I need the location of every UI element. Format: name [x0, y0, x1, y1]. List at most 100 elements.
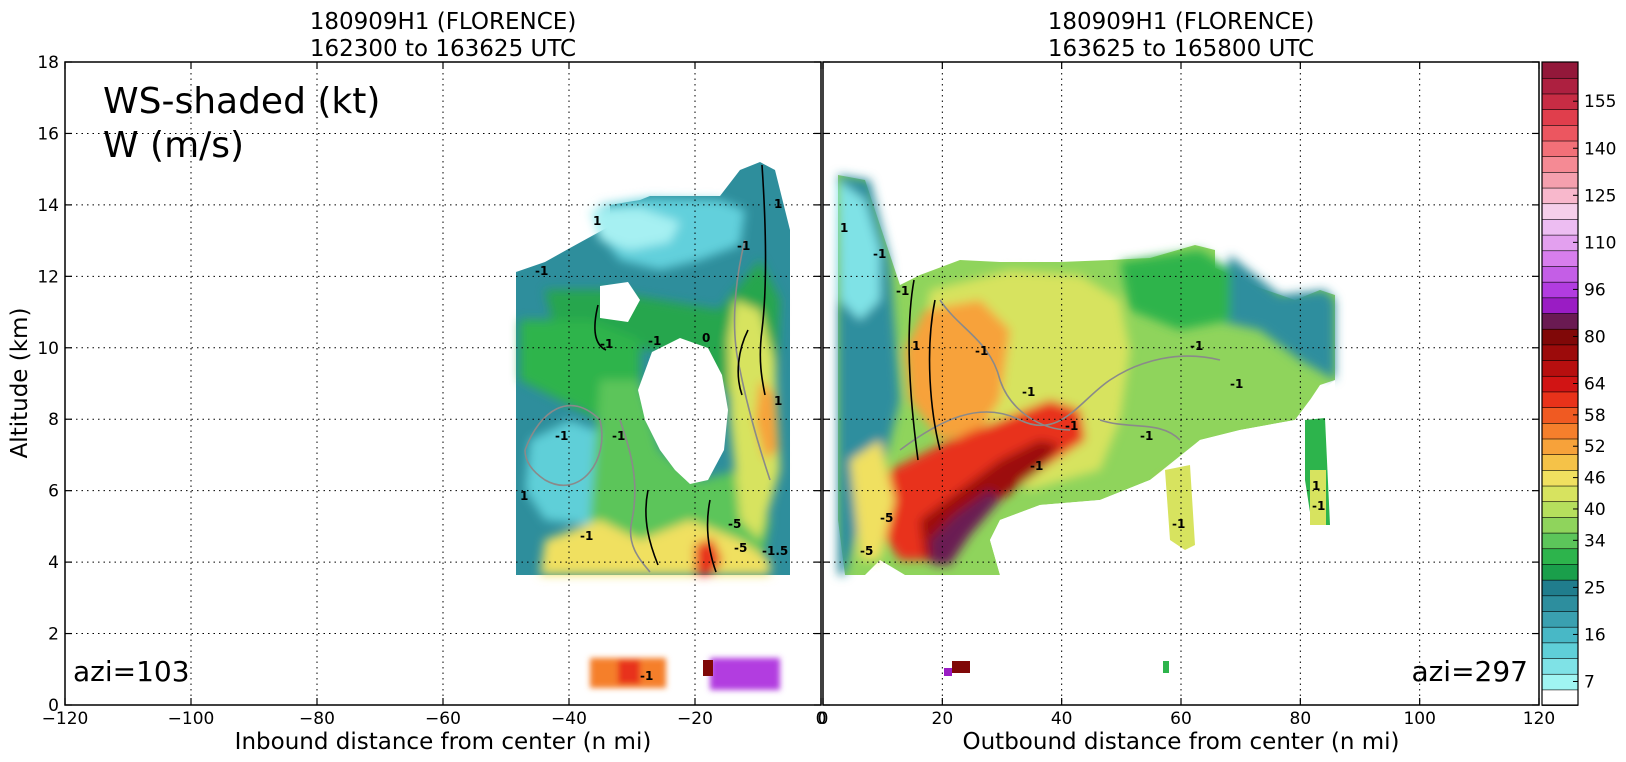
colorbar: 155 140 125 110 96 80 64 58 52 46 40 34 25 16 7: [1541, 61, 1616, 706]
right-x-tick-label: 120: [1523, 709, 1555, 729]
right-x-tick-label: 0: [818, 709, 829, 729]
left-contour-gray-1: [524, 404, 603, 487]
right-contour-label: -1: [1030, 459, 1043, 473]
left-contour-label: -1: [535, 264, 548, 278]
colorbar-tick-label: 58: [1584, 406, 1606, 426]
right-panel: 180909H1 (FLORENCE) 163625 to 165800 UTC: [818, 9, 1556, 755]
colorbar-swatch: [1541, 265, 1579, 283]
left-surface-red-core: [618, 660, 640, 684]
right-field-spike: [1165, 465, 1195, 550]
left-contour-label: -1.5: [762, 544, 788, 558]
colorbar-swatch: [1541, 108, 1579, 126]
left-contour-gray-3: [619, 419, 651, 573]
colorbar-swatch: [1541, 359, 1579, 377]
colorbar-swatch: [1541, 328, 1579, 346]
colorbar-swatch: [1541, 547, 1579, 565]
colorbar-tick-label: 155: [1584, 92, 1616, 112]
right-field-edge-strip-yellow: [1310, 470, 1326, 525]
left-contour-black-3: [737, 329, 749, 396]
colorbar-swatch: [1541, 77, 1579, 95]
colorbar-swatch: [1541, 93, 1579, 110]
left-field-yellow-right: [728, 300, 780, 540]
colorbar-tick-label: 140: [1584, 139, 1616, 159]
left-contour-black-1: [759, 164, 767, 396]
y-tick-label: 8: [48, 410, 59, 430]
left-field-green-lower: [590, 380, 770, 575]
left-contour-label: 1: [520, 489, 528, 503]
right-x-axis-label: Outbound distance from center (n mi): [963, 729, 1400, 755]
colorbar-swatch: [1541, 140, 1579, 157]
colorbar-swatch: [1541, 657, 1579, 675]
colorbar-swatch: [1541, 689, 1579, 706]
colorbar-swatch: [1541, 438, 1579, 455]
left-x-tick-label: 0: [816, 709, 827, 729]
left-contour-label: 1: [593, 214, 601, 228]
right-contour-black-2: [928, 299, 941, 451]
colorbar-swatch: [1541, 155, 1579, 173]
y-tick-label: 18: [37, 53, 59, 73]
colorbar-swatch: [1541, 516, 1579, 534]
right-field-yellow-left: [850, 440, 895, 560]
colorbar-swatch: [1541, 453, 1579, 471]
colorbar-swatch: [1541, 202, 1579, 220]
right-contour-label: -1: [1312, 499, 1325, 513]
left-surface-darkred-edge: [703, 660, 713, 676]
colorbar-tick-label: 40: [1584, 500, 1606, 520]
colorbar-swatch: [1541, 469, 1579, 487]
colorbar-swatch: [1541, 579, 1579, 597]
right-surface-purple-block: [944, 668, 952, 676]
right-x-tick-label: 80: [1290, 709, 1312, 729]
right-contour-label: -1: [1065, 419, 1078, 433]
left-azimuth-label: azi=103: [73, 655, 190, 688]
colorbar-tick-label: 16: [1584, 625, 1606, 645]
right-contour-gray-2: [939, 299, 1071, 431]
right-contour-label: -1: [975, 344, 988, 358]
right-field-maroon-core: [930, 490, 1000, 565]
colorbar-tick-label: 7: [1584, 672, 1595, 692]
left-contour-label: 1: [774, 197, 782, 211]
right-contour-labels: 1 -1 -1 -1 1 -1 -5 -5 -1 -1 -1 -1 -1 -1 …: [840, 221, 1325, 558]
colorbar-swatch: [1541, 563, 1579, 581]
right-surface-darkred-block: [952, 661, 970, 673]
left-field-white-notch: [600, 282, 640, 322]
colorbar-tick-label: 110: [1584, 233, 1616, 253]
colorbar-swatch: [1541, 485, 1579, 503]
y-tick-label: 4: [48, 553, 59, 573]
y-tick-label: 6: [48, 482, 59, 502]
y-tick-label: 0: [48, 696, 59, 716]
right-contour-label: -5: [860, 544, 873, 558]
left-contour-gray-2: [733, 239, 771, 481]
left-contour-labels: 1 -1 -1 -1 -1 -1 1 -5 -5 -1 -1.5 0 1 -1 …: [520, 197, 788, 683]
colorbar-swatch: [1541, 375, 1579, 393]
colorbar-swatch: [1541, 187, 1579, 205]
left-contour-label: -1: [600, 337, 613, 351]
colorbar-swatch: [1541, 641, 1579, 659]
left-contour-label: -1: [640, 669, 653, 683]
right-contour-label: -1: [1172, 517, 1185, 531]
right-azimuth-label: azi=297: [1411, 655, 1528, 688]
colorbar-swatch: [1541, 61, 1579, 79]
left-x-axis-label: Inbound distance from center (n mi): [235, 729, 652, 755]
colorbar-swatch: [1541, 234, 1579, 252]
right-contour-label: -1: [873, 247, 886, 261]
right-x-tick-label: 60: [1170, 709, 1192, 729]
colorbar-swatch: [1541, 532, 1579, 550]
colorbar-swatch: [1541, 124, 1579, 142]
colorbar-swatch: [1541, 281, 1579, 299]
right-contour-label: -5: [880, 511, 893, 525]
colorbar-tick-label: 25: [1584, 578, 1606, 598]
left-contour-label: -5: [728, 517, 741, 531]
left-contour-label: -1: [737, 239, 750, 253]
left-contour-black-5: [645, 489, 659, 566]
colorbar-tick-label: 80: [1584, 327, 1606, 347]
right-contour-gray-3: [1099, 419, 1181, 441]
y-tick-label: 16: [37, 124, 59, 144]
right-surface-green-block: [1163, 661, 1169, 673]
left-contour-label: -1: [612, 429, 625, 443]
left-panel-title: 180909H1 (FLORENCE): [310, 9, 577, 35]
colorbar-tick-label: 34: [1584, 531, 1606, 551]
right-contour-label: -1: [1140, 429, 1153, 443]
left-contour-label: -1: [580, 529, 593, 543]
right-x-tick-label: 100: [1403, 709, 1435, 729]
